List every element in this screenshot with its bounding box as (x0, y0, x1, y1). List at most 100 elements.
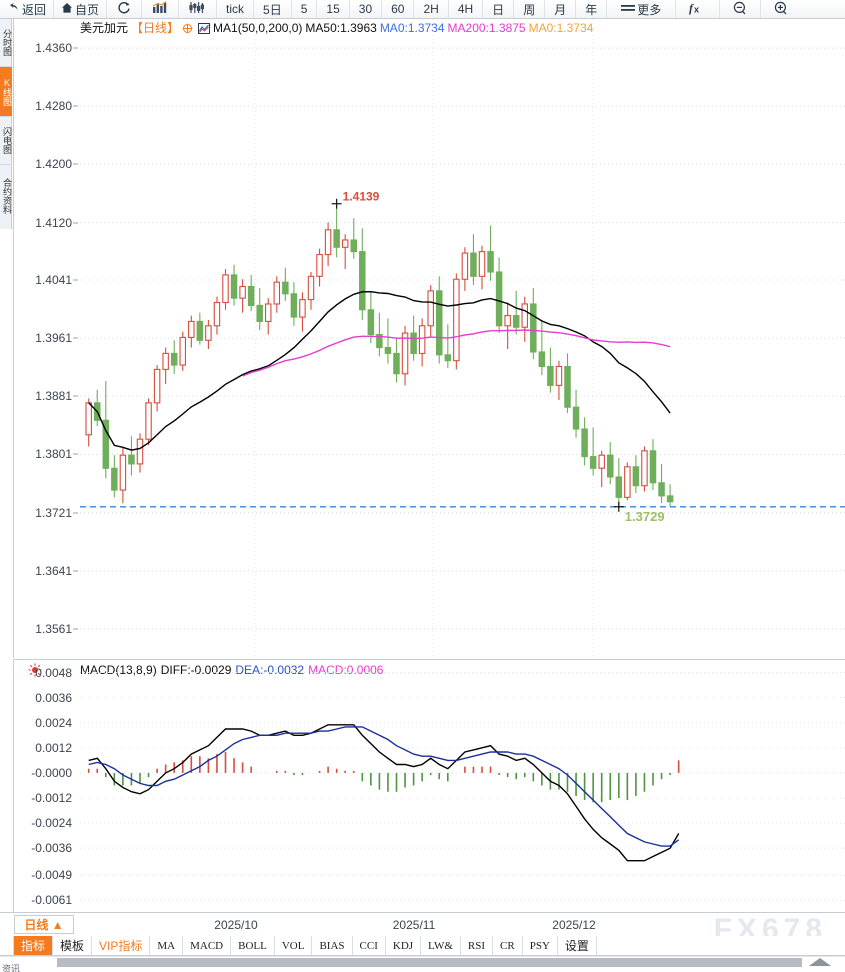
tab-boll[interactable]: BOLL (231, 936, 275, 955)
price-tick-mark (73, 337, 78, 339)
candle (504, 315, 511, 327)
tab-vip[interactable]: VIP指标 (92, 936, 151, 955)
legend-period: 【日线】 (131, 21, 180, 35)
price-tick-mark (73, 279, 78, 281)
home-button[interactable]: 自页 (54, 0, 108, 18)
price-tick-label: 1.3961 (35, 331, 72, 346)
tab-boll-label: BOLL (238, 939, 267, 952)
period-5d-button[interactable]: 5日 (254, 0, 292, 18)
macd-tick-label: -0.0049 (31, 868, 72, 883)
macd-tick-label: -0.0024 (31, 816, 72, 831)
horizontal-scrollbar[interactable] (0, 956, 845, 967)
tab-kdj[interactable]: KDJ (386, 936, 422, 955)
date-axis-label: 2025/11 (392, 918, 436, 932)
tab-rsi[interactable]: RSI (461, 936, 494, 955)
period-week-button[interactable]: 周 (514, 0, 546, 18)
period-5-label: 5 (300, 2, 308, 16)
candle (478, 251, 486, 277)
tab-cr[interactable]: CR (493, 936, 523, 955)
price-tick-mark (73, 570, 78, 572)
candle (384, 347, 392, 354)
tab-bias-label: BIAS (319, 939, 345, 952)
zoom-out-button[interactable] (720, 0, 762, 18)
candle (410, 332, 417, 354)
candle (461, 252, 469, 280)
tab-lwr[interactable]: LW& (421, 936, 461, 955)
hamburger-icon (621, 2, 636, 16)
price-tick-mark (73, 47, 78, 49)
candle (393, 352, 400, 375)
tab-bias[interactable]: BIAS (312, 936, 353, 955)
tab-psy[interactable]: PSY (523, 936, 558, 955)
period-year-button[interactable]: 年 (576, 0, 608, 18)
period-30-button[interactable]: 30 (350, 0, 383, 18)
period-5-button[interactable]: 5 (292, 0, 318, 18)
period-month-button[interactable]: 月 (545, 0, 577, 18)
scroll-up-arrow-icon[interactable] (809, 958, 831, 966)
legend-ma50: MA50:1.3963 (305, 21, 377, 35)
indicator-bar-filler (597, 936, 845, 955)
tab-macd[interactable]: MACD (183, 936, 232, 955)
legend-ma200: MA200:1.3875 (447, 21, 526, 35)
more-button[interactable]: 更多 (607, 0, 677, 18)
period-5d-label: 5日 (263, 2, 282, 17)
period-2h-button[interactable]: 2H (414, 0, 449, 18)
legend-ma-icon[interactable] (198, 23, 211, 37)
tab-rsi-label: RSI (467, 939, 486, 952)
tab-zhibiao[interactable]: 指标 (14, 936, 54, 955)
candle (530, 303, 537, 353)
ma200-line (242, 329, 671, 377)
period-badge[interactable]: 日线 ▲ (14, 915, 74, 934)
zoom-in-button[interactable] (761, 0, 845, 18)
chart-legend: 美元加元 【日线】 MA1(50,0,200,0) MA50:1.3963 MA0:1.… (80, 21, 596, 37)
macd-plot-area[interactable] (80, 660, 845, 913)
period-15-button[interactable]: 15 (317, 0, 350, 18)
home-icon (61, 2, 73, 17)
sidebar-tab-kline-label: K线图 (2, 77, 12, 106)
price-tick-mark (73, 453, 78, 455)
legend-ma0-b: MA0:1.3734 (528, 21, 594, 35)
period-4h-button[interactable]: 4H (449, 0, 484, 18)
price-tick-label: 1.4041 (35, 272, 72, 287)
tab-vol[interactable]: VOL (275, 936, 313, 955)
back-button[interactable]: 返回 (0, 0, 55, 18)
candle (624, 466, 631, 498)
tab-cci[interactable]: CCI (353, 936, 386, 955)
indicator-bar-spacer (0, 936, 14, 955)
sidebar-tab-lightning[interactable]: 闪电图 (0, 117, 12, 165)
tab-shezhi[interactable]: 设置 (558, 936, 597, 955)
period-day-button[interactable]: 日 (483, 0, 515, 18)
indicator-tab-bar: 指标 模板 VIP指标 MA MACD BOLL VOL BIAS CCI KDJ LW& RSI CR… (0, 936, 845, 956)
legend-crosshair-icon[interactable] (182, 23, 193, 37)
macd-diff-value: DIFF:-0.0029 (160, 663, 232, 677)
candle (282, 281, 289, 295)
candlestick-icon (189, 1, 206, 17)
candle (316, 253, 323, 277)
sun-indicator-icon[interactable] (28, 663, 42, 682)
candle (589, 456, 597, 469)
period-60-button[interactable]: 60 (382, 0, 415, 18)
tab-ma[interactable]: MA (150, 936, 184, 955)
chart-type-button[interactable] (142, 0, 180, 18)
sidebar-tab-kline[interactable]: K线图 (0, 67, 12, 117)
macd-tick-label: 0.0036 (35, 690, 72, 705)
candle-type-button[interactable] (179, 0, 218, 18)
candle (333, 229, 340, 248)
candle (572, 406, 580, 430)
candle (512, 315, 520, 328)
price-plot-area[interactable]: 1.4139 1.3729 (80, 19, 845, 658)
price-tick-mark (73, 222, 78, 224)
tab-moban[interactable]: 模板 (53, 936, 93, 955)
sidebar-tab-timeshare[interactable]: 分时图 (0, 19, 12, 67)
period-month-label: 月 (554, 2, 567, 17)
tick-button[interactable]: tick (217, 0, 255, 18)
scrollbar-thumb[interactable] (57, 958, 802, 967)
sidebar-tab-contract-label: 合约资料 (2, 178, 12, 214)
candle (487, 251, 494, 273)
sidebar-tab-contract[interactable]: 合约资料 (0, 165, 12, 227)
candle (470, 252, 477, 277)
macd-tick-label: 0.0024 (35, 715, 72, 730)
refresh-button[interactable] (107, 0, 143, 18)
ma50-line (88, 290, 671, 451)
